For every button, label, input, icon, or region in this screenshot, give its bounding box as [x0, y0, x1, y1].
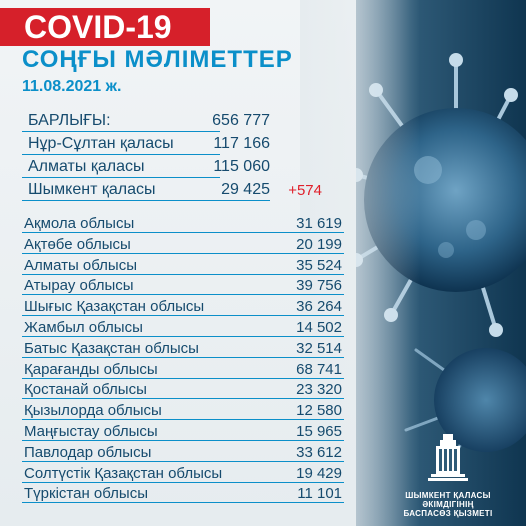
page-title: COVID-19	[0, 8, 210, 46]
region-value: 68 741	[296, 360, 342, 378]
region-value: 33 612	[296, 443, 342, 461]
region-value: 14 502	[296, 319, 342, 336]
summary-label: Нұр-Сұлтан қаласы	[28, 135, 174, 152]
row-divider	[22, 294, 344, 296]
row-divider	[22, 154, 220, 155]
region-row: Қарағанды облысы 68 741	[22, 359, 344, 379]
row-divider	[22, 232, 344, 233]
region-value: 32 514	[296, 339, 342, 357]
region-label: Алматы облысы	[24, 256, 137, 274]
page-subtitle: СОҢҒЫ МӘЛІМЕТТЕР	[22, 46, 293, 73]
row-divider	[22, 377, 344, 379]
row-divider	[22, 460, 344, 462]
press-service-logo: ШЫМКЕНТ ҚАЛАСЫ ӘКІМДІГІНІҢ БАСПАСӨЗ ҚЫЗМ…	[388, 432, 508, 522]
region-label: Қостанай облысы	[24, 381, 147, 399]
government-building-icon	[428, 434, 468, 481]
row-divider	[22, 177, 220, 178]
region-row: Ақмола облысы 31 619	[22, 213, 344, 233]
row-divider	[22, 273, 344, 275]
region-row: Солтүстік Қазақстан облысы 19 429	[22, 463, 344, 483]
region-row: Шығыс Қазақстан облысы 36 264	[22, 296, 344, 317]
region-label: Солтүстік Қазақстан облысы	[24, 464, 223, 482]
summary-value: 656 777	[212, 112, 270, 129]
region-value: 39 756	[296, 277, 342, 295]
row-divider	[22, 419, 344, 421]
row-divider	[22, 356, 344, 358]
summary-row-total: БАРЛЫҒЫ: 656 777	[22, 110, 328, 132]
summary-label: Алматы қаласы	[28, 158, 145, 175]
summary-row-shymkent: Шымкент қаласы 29 425 +574	[22, 179, 328, 201]
region-value: 36 264	[296, 298, 342, 316]
panel-fade	[300, 0, 420, 526]
region-label: Маңғыстау облысы	[24, 423, 158, 440]
region-label: Қызылорда облысы	[24, 402, 162, 420]
row-divider	[22, 481, 344, 483]
region-row: Қызылорда облысы 12 580	[22, 400, 344, 421]
region-value: 35 524	[296, 256, 342, 274]
summary-value: 117 166	[213, 135, 270, 152]
row-divider	[22, 398, 344, 400]
region-label: Атырау облысы	[24, 277, 134, 295]
region-row: Атырау облысы 39 756	[22, 275, 344, 296]
summary-label: Шымкент қаласы	[28, 181, 156, 198]
region-row: Түркістан облысы 11 101	[22, 483, 344, 504]
region-value: 23 320	[296, 381, 342, 399]
region-row: Батыс Қазақстан облысы 32 514	[22, 338, 344, 358]
row-divider	[22, 200, 270, 201]
region-row: Жамбыл облысы 14 502	[22, 317, 344, 337]
summary-value: 29 425	[221, 181, 270, 198]
row-divider	[22, 315, 344, 317]
content-panel	[0, 0, 356, 526]
region-row: Алматы облысы 35 524	[22, 255, 344, 275]
region-value: 31 619	[296, 215, 342, 232]
logo-line2: БАСПАСӨЗ ҚЫЗМЕТІ	[403, 509, 493, 518]
summary-row-almaty-city: Алматы қаласы 115 060	[22, 156, 328, 178]
row-divider	[22, 440, 344, 441]
region-value: 20 199	[296, 235, 342, 253]
region-row: Қостанай облысы 23 320	[22, 379, 344, 400]
region-label: Павлодар облысы	[24, 443, 152, 461]
report-date: 11.08.2021 ж.	[22, 78, 122, 95]
region-value: 11 101	[297, 485, 342, 503]
region-label: Шығыс Қазақстан облысы	[24, 298, 205, 316]
region-row: Павлодар облысы 33 612	[22, 442, 344, 462]
region-value: 15 965	[296, 423, 342, 440]
region-label: Батыс Қазақстан облысы	[24, 339, 199, 357]
region-label: Түркістан облысы	[24, 485, 148, 503]
region-value: 19 429	[296, 464, 342, 482]
daily-increase: +574	[288, 182, 322, 199]
region-label: Ақмола облысы	[24, 215, 135, 232]
region-value: 12 580	[296, 402, 342, 420]
summary-label: БАРЛЫҒЫ:	[28, 112, 111, 129]
summary-value: 115 060	[213, 158, 270, 175]
summary-row-nur-sultan: Нұр-Сұлтан қаласы 117 166	[22, 133, 328, 155]
row-divider	[22, 502, 344, 504]
row-divider	[22, 131, 220, 132]
logo-line1: ШЫМКЕНТ ҚАЛАСЫ ӘКІМДІГІНІҢ	[405, 491, 491, 509]
region-row: Ақтөбе облысы 20 199	[22, 234, 344, 254]
row-divider	[22, 336, 344, 337]
region-label: Жамбыл облысы	[24, 319, 143, 336]
row-divider	[22, 252, 344, 254]
region-row: Маңғыстау облысы 15 965	[22, 421, 344, 441]
region-label: Ақтөбе облысы	[24, 235, 131, 253]
region-label: Қарағанды облысы	[24, 360, 158, 378]
